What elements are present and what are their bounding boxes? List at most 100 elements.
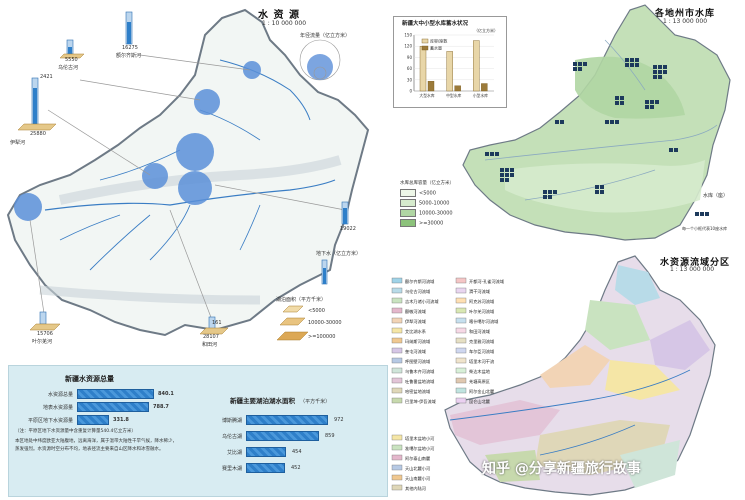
water-resources-title: 新疆水资源总量 — [65, 375, 114, 383]
reservoir-grid-legend: 每一个小框代表10座水库 — [682, 226, 728, 231]
basin-map-scale: 1 : 13 000 000 — [670, 266, 715, 273]
underground-label: 地下水（亿立方米） — [316, 251, 362, 257]
station-bar-ili — [17, 77, 57, 131]
water-resources-map-panel: 水 资 源 1 : 10 000 000 年径流量（亿立方米） 5550 162… — [0, 0, 385, 360]
lake-row: 乌伦古湖 859 — [221, 431, 335, 441]
legend-label: 库容/座数 — [430, 38, 447, 44]
water-row: 平原区地下水资源量 331.8 — [27, 415, 129, 425]
station-bar-ertix — [125, 11, 133, 45]
runoff-circle — [243, 61, 261, 79]
capacity-legend-item: <5000 — [419, 190, 436, 197]
water-resources-map-title: 水 资 源 — [258, 10, 300, 21]
map-scale: 1 : 10 000 000 — [262, 20, 307, 27]
legend-label: 蓄水量 — [430, 45, 442, 51]
lake-row: 艾比湖 454 — [226, 447, 302, 457]
basin-map-title: 水资源流域分区 — [660, 258, 731, 268]
water-resources-map — [6, 8, 370, 341]
legend-swatch — [421, 38, 429, 44]
runoff-circle — [178, 171, 212, 205]
reservoir-chart-title: 新疆大中小型水库蓄水状况 — [402, 21, 469, 27]
water-row: 地表水资源量 788.7 — [42, 402, 169, 412]
runoff-legend-title: 年径流量（亿立方米） — [300, 33, 351, 39]
station-value: 15706 — [37, 331, 53, 337]
bar-storage — [427, 81, 435, 92]
station-name: 伊犁河 — [10, 140, 26, 146]
water-bar — [77, 389, 154, 399]
station-bar-hotan — [199, 316, 229, 335]
bar-capacity — [419, 46, 427, 92]
runoff-circle — [176, 133, 214, 171]
capacity-legend-item: 5000-10000 — [419, 200, 450, 207]
lake-area-title: 新疆主要湖泊湖水面积 — [230, 397, 295, 405]
reservoir-chart-panel: 新疆大中小型水库蓄水状况 （亿立方米） 150 120 90 60 30 0 大型水库 中型水… — [393, 16, 507, 108]
lake-legend-title: 湖泊面积（平方千米） — [276, 297, 327, 303]
water-bar — [77, 415, 109, 425]
station-bar-yarkand — [29, 311, 61, 331]
capacity-legend-title: 水库总库容量（亿立方米） — [400, 181, 454, 186]
lake-row: 赛里木湖 452 — [221, 463, 301, 473]
lake-bar — [246, 415, 328, 425]
reservoirs-map-title: 各地州市水库 — [655, 9, 716, 19]
x-tick-label: 大型水库 — [419, 93, 434, 98]
lake-bar — [246, 431, 319, 441]
reservoir-chart-unit: （亿立方米） — [474, 28, 498, 33]
lake-area-box: 新疆主要湖泊湖水面积 （平方千米） 博斯腾湖 972 乌伦古湖 859 艾比湖 … — [204, 388, 379, 479]
xinjiang-outline — [6, 8, 370, 337]
station-name: 叶尔羌河 — [32, 339, 53, 345]
basin-legend-col2: 开都河-孔雀河流域 渭干河流域 阿克苏河流域 叶尔羌河流域 喀什噶尔河流域 和田… — [469, 279, 505, 404]
runoff-circle — [194, 89, 220, 115]
station-name: 和田河 — [202, 342, 218, 348]
basin-legend-col1: 额尔齐斯河流域 乌伦古河流域 吉木乃诸小河流域 额敏河流域 伊犁河流域 艾比湖水… — [405, 279, 439, 404]
y-tick-label: 30 — [407, 77, 413, 82]
lake-row: 博斯腾湖 972 — [221, 415, 344, 425]
y-tick-label: 150 — [404, 33, 412, 38]
station-value: 2421 — [40, 74, 53, 80]
reservoirs-map — [462, 4, 731, 241]
lake-area-unit: （平方千米） — [300, 399, 331, 405]
station-name: 乌伦古河 — [58, 65, 79, 71]
station-value: 16275 — [122, 45, 138, 51]
bar-storage — [454, 85, 461, 92]
station-name: 额尔齐斯河 — [116, 53, 142, 59]
station-value: 25880 — [30, 131, 46, 137]
y-tick-label: 60 — [407, 66, 413, 71]
x-tick-label: 中型水库 — [446, 93, 461, 98]
lake-legend-item: 10000-30000 — [308, 320, 342, 326]
station-value: 28107 — [203, 334, 219, 340]
runoff-circle — [14, 193, 42, 221]
y-tick-label: 90 — [407, 55, 413, 60]
reservoir-count-label: 水库（座） — [703, 193, 729, 199]
bar-capacity — [446, 51, 453, 92]
y-tick-label: 0 — [409, 89, 412, 94]
basin-map-panel: 水资源流域分区 1 : 13 000 000 额尔齐斯河流域 乌伦古河流域 吉木… — [390, 250, 745, 500]
basin-map — [391, 255, 716, 496]
station-value: 161 — [212, 320, 222, 326]
water-description: 本区地处中纬度欧亚大陆腹地，远离海洋，属于温带大陆性干旱气候，降水稀少，蒸发强烈… — [15, 439, 177, 452]
station-bar-east — [341, 201, 349, 225]
lake-bar — [246, 463, 285, 473]
legend-swatch — [421, 45, 429, 51]
station-value: 5550 — [65, 57, 78, 63]
reservoirs-map-scale: 1 : 13 000 000 — [663, 18, 708, 25]
bar-storage — [481, 83, 488, 92]
lake-legend-item: >=100000 — [308, 334, 336, 340]
bar-capacity — [473, 40, 480, 92]
lake-bar — [246, 447, 286, 457]
stats-panel: 新疆水资源总量 水资源总量 840.1 地表水资源量 788.7 平原区地下水资… — [8, 365, 388, 497]
basin-legend-col3: 塔里木盆地小河 准噶尔盆地小河 阿尔泰山南麓 天山北麓小河 天山南麓小河 其他内… — [405, 436, 435, 491]
station-bar-ulungur — [59, 39, 85, 59]
capacity-legend-item: 10000-30000 — [419, 210, 453, 217]
watermark: 知乎 @分享新疆旅行故事 — [482, 461, 641, 477]
water-resources-box: 新疆水资源总量 水资源总量 840.1 地表水资源量 788.7 平原区地下水资… — [15, 374, 185, 454]
station-value: 19022 — [340, 226, 356, 232]
y-tick-label: 120 — [404, 44, 412, 49]
water-row: 水资源总量 840.1 — [47, 389, 174, 399]
reservoirs-map-panel: 各地州市水库 1 : 13 000 000 水库（座） 每一个小框代表10座水库 — [455, 0, 745, 248]
water-footnote: （注：平原区地下水资源量中含重复计算量540.4亿立方米） — [15, 429, 136, 434]
capacity-legend: 水库总库容量（亿立方米） <5000 5000-10000 10000-3000… — [400, 180, 460, 229]
runoff-circle — [142, 163, 168, 189]
lake-legend-item: <5000 — [308, 308, 325, 314]
x-tick-label: 小型水库 — [473, 93, 488, 98]
water-bar — [77, 402, 149, 412]
